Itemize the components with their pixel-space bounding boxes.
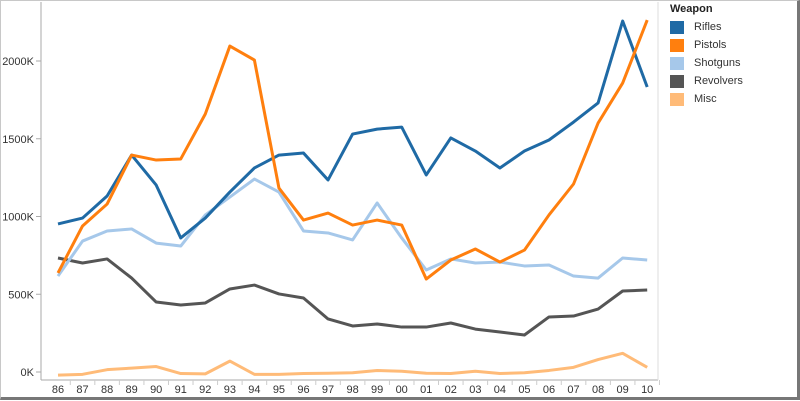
x-tick-label: 98 (346, 384, 358, 396)
legend-title: Weapon (670, 3, 713, 15)
series-line-shotguns[interactable] (56, 177, 648, 280)
legend-label: Rifles (694, 21, 722, 33)
y-tick-label: 0K (21, 367, 35, 379)
x-tick-label: 88 (101, 384, 113, 396)
x-tick-label: 87 (76, 384, 88, 396)
x-tick-label: 04 (494, 384, 506, 396)
legend-swatch (670, 38, 684, 52)
x-tick-label: 06 (543, 384, 555, 396)
x-tick-label: 96 (297, 384, 309, 396)
x-tick-label: 89 (126, 384, 138, 396)
legend-item-misc[interactable]: Misc (670, 90, 743, 108)
x-tick-label: 08 (592, 384, 604, 396)
legend-item-shotguns[interactable]: Shotguns (670, 54, 743, 72)
legend-label: Pistols (694, 39, 727, 51)
x-tick-label: 09 (617, 384, 629, 396)
legend-swatch (670, 92, 684, 106)
legend: Weapon Rifles Pistols Shotguns Revolvers Mis… (670, 3, 743, 108)
series-line-pistols[interactable] (56, 19, 649, 281)
x-tick-label: 03 (469, 384, 481, 396)
x-tick-label: 91 (175, 384, 187, 396)
x-tick-label: 95 (273, 384, 285, 396)
x-tick-label: 99 (371, 384, 383, 396)
y-tick-label: 2000K (2, 56, 34, 68)
y-tick-label: 500K (8, 289, 34, 301)
x-tick-label: 90 (150, 384, 162, 396)
legend-swatch (670, 20, 684, 34)
series-line-rifles[interactable] (57, 19, 649, 240)
x-tick-label: 93 (224, 384, 236, 396)
legend-swatch (670, 74, 684, 88)
series-line-revolvers[interactable] (57, 256, 648, 337)
y-tick-label: 1500K (2, 134, 34, 146)
x-tick-label: 10 (641, 384, 653, 396)
x-tick-label: 92 (199, 384, 211, 396)
legend-label: Misc (694, 93, 717, 105)
x-tick-label: 94 (248, 384, 260, 396)
x-tick-label: 02 (445, 384, 457, 396)
x-tick-label: 86 (52, 384, 64, 396)
x-tick-label: 07 (567, 384, 579, 396)
series-line-misc[interactable] (57, 351, 648, 377)
legend-item-pistols[interactable]: Pistols (670, 36, 743, 54)
legend-swatch (670, 56, 684, 70)
y-tick-label: 1000K (2, 212, 34, 224)
legend-label: Revolvers (694, 75, 743, 87)
legend-label: Shotguns (694, 57, 741, 69)
x-tick-label: 97 (322, 384, 334, 396)
legend-item-revolvers[interactable]: Revolvers (670, 72, 743, 90)
legend-item-rifles[interactable]: Rifles (670, 18, 743, 36)
x-tick-label: 05 (518, 384, 530, 396)
x-tick-label: 00 (396, 384, 408, 396)
x-tick-label: 01 (420, 384, 432, 396)
